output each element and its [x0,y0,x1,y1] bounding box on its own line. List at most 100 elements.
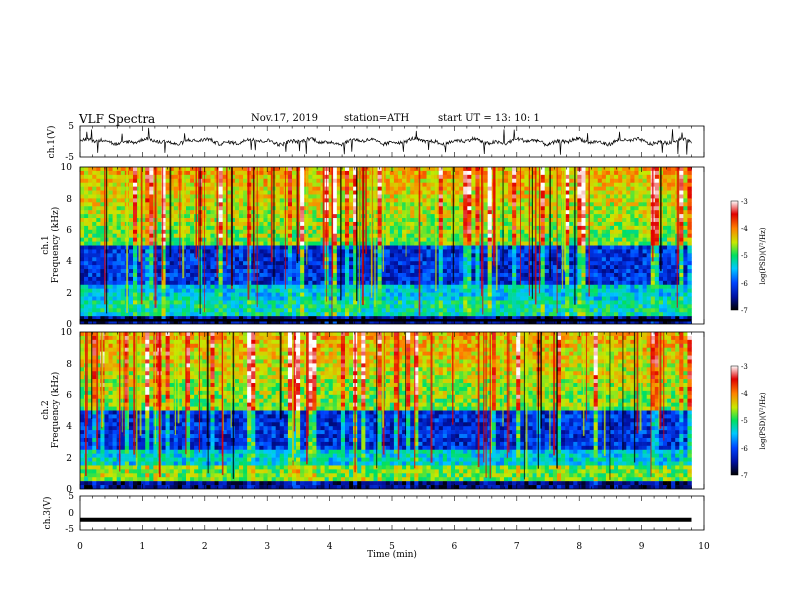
spectrogram-cell [312,198,317,203]
spectrogram-cell [226,170,232,176]
spectrogram-cell [569,249,574,254]
spectrogram-cell [524,225,529,231]
spectrogram-cell [84,178,89,183]
spectrogram-cell [365,221,370,227]
spectrogram-cell [495,218,501,223]
spectrogram-cell [402,292,407,297]
spectrogram-cell [397,245,403,250]
spectrogram-cell [340,312,346,317]
spectrogram-cell [434,241,440,246]
spectrogram-cell [218,316,223,321]
spectrogram-cell [418,261,423,266]
spectrogram-cell [328,320,334,324]
spectrogram-cell [528,210,533,215]
spectrogram-cell [459,312,464,317]
spectrogram-cell [230,288,236,293]
spectrogram-cell [467,261,472,266]
spectrogram-cell [234,304,240,309]
spectrogram-cell [499,229,505,235]
spectrogram-cell [508,296,513,301]
spectrogram-cell [133,296,138,301]
spectrogram-cell [336,221,342,227]
spectrogram-cell [385,225,391,231]
spectrogram-cell [406,233,411,238]
spectrogram-cell [296,284,301,289]
spectrogram-cell [402,198,407,203]
spectrogram-cell [548,202,554,207]
spectrogram-cell [414,225,419,231]
spectrogram-cell [80,170,85,176]
spectrogram-cell [455,210,460,215]
spectrogram-cell [483,296,488,301]
spectrogram-cell [459,178,464,183]
spectrogram-cell [190,245,195,250]
spectrogram-cell [365,265,370,270]
spectrogram-cell [230,237,236,242]
spectrogram-cell [516,221,521,227]
spectrogram-cell [512,178,517,183]
spectrogram-cell [251,320,256,324]
spectrogram-cell [96,312,101,317]
spectrogram-cell [422,237,427,242]
spectrogram-cell [508,292,513,297]
spectrogram-cell [475,300,480,305]
spectrogram-cell [316,170,321,176]
spectrogram-cell [137,296,142,301]
spectrogram-cell [275,320,281,324]
spectrogram-cell [263,214,268,219]
spectrogram-cell [226,210,232,215]
spectrogram-cell [84,320,89,324]
spectrogram-cell [426,194,431,199]
spectrogram-cell [503,300,509,305]
spectrogram-cell [169,245,175,250]
spectrogram-cell [108,261,113,266]
spectrogram-cell [177,304,183,309]
spectrogram-cell [389,198,395,203]
spectrogram-cell [385,265,391,270]
spectrogram-cell [230,269,236,274]
spectrogram-cell [243,292,248,297]
spectrogram-cell [475,308,480,313]
spectrogram-cell [308,214,313,219]
spectrogram-cell [349,292,354,297]
spectrogram-cell [393,265,399,270]
spectrogram-cell [230,316,236,321]
spectrogram-cell [548,237,554,242]
spectrogram-cell [328,237,334,242]
spectrogram-cell [548,170,554,176]
spectrogram-cell [365,170,370,176]
spectrogram-cell [463,194,468,199]
spectrogram-cell [353,320,358,324]
spectrogram-cell [92,249,97,254]
spectrogram-cell [92,198,97,203]
spectrogram-cell [422,261,427,266]
spectrogram-cell [410,178,415,183]
spectrogram-cell [263,316,268,321]
spectrogram-cell [520,316,525,321]
spectrogram-cell [222,167,228,172]
spectrogram-cell [88,292,93,297]
spectrogram-cell [573,320,578,324]
spectrogram-cell [100,312,105,317]
spectrogram-cell [239,198,244,203]
spectrogram-cell [389,280,395,286]
spectrogram-cell [279,221,285,227]
spectrogram-cell [259,320,264,324]
spectrogram-cell [296,304,301,309]
spectrogram-cell [206,280,211,286]
spectrogram-cell [161,190,166,195]
spectrogram-cell [520,229,525,235]
spectrogram-cell [467,296,472,301]
spectrogram-cell [556,218,562,223]
spectrogram-cell [157,167,162,172]
spectrogram-cell [418,300,423,305]
spectrogram-cell [528,269,533,274]
spectrogram-cell [536,202,541,207]
spectrogram-cell [275,167,281,172]
spectrogram-cell [430,296,435,301]
spectrogram-cell [128,174,134,180]
spectrogram-cell [308,300,313,305]
station-label: station=ATH [344,113,410,124]
spectrogram-cell [434,284,440,289]
spectrogram-cell [495,221,501,227]
